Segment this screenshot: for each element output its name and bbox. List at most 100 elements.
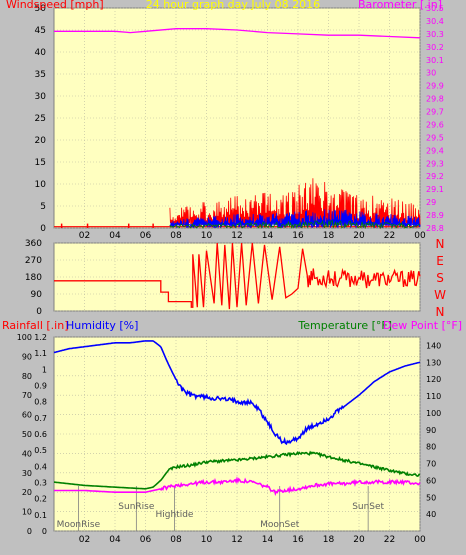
wind-axis-title: Windspeed [mph] xyxy=(6,0,104,11)
temperature-axis-title: Temperature [°F] xyxy=(297,319,392,332)
x-tick-label: 02 xyxy=(79,535,90,545)
rainfall-tick-label: 1.2 xyxy=(34,333,47,342)
temperature-tick-label: 100 xyxy=(426,409,441,418)
rainfall-tick-label: 0.4 xyxy=(34,462,47,471)
x-tick-label: 04 xyxy=(109,535,121,545)
barometer-line xyxy=(54,28,421,39)
temperature-line xyxy=(53,450,421,490)
rainfall-tick-label: 0.7 xyxy=(34,414,47,423)
event-marker-label: SunSet xyxy=(352,502,384,512)
x-tick-label: 18 xyxy=(323,231,335,241)
compass-label: N xyxy=(436,237,445,251)
barometer-tick-label: 28.9 xyxy=(426,211,444,220)
humidity-tick-label: 0 xyxy=(27,527,32,536)
barometer-tick-label: 29.6 xyxy=(426,120,444,129)
dewpoint-axis-title: Dew Point [°F] xyxy=(383,319,462,332)
barometer-tick-label: 30.1 xyxy=(426,56,444,65)
humidity-tick-label: 90 xyxy=(22,352,32,361)
wind-lull-line xyxy=(169,219,421,230)
barometer-tick-label: 30 xyxy=(426,69,436,78)
direction-tick-label: 360 xyxy=(25,239,42,249)
humidity-line xyxy=(53,340,421,446)
wind-average-line xyxy=(169,209,421,229)
barometer-tick-label: 28.8 xyxy=(426,224,444,233)
barometer-tick-label: 29.1 xyxy=(426,185,444,194)
humidity-tick-label: 30 xyxy=(22,469,32,478)
event-marker-label: MoonSet xyxy=(260,520,300,530)
wind-tick-label: 25 xyxy=(35,114,46,124)
wind-tick-label: 5 xyxy=(40,202,46,212)
x-tick-label: 16 xyxy=(292,231,304,241)
chart-title: 24 hour graph day July 08 2016 xyxy=(146,0,320,11)
wind-tick-label: 35 xyxy=(35,70,46,80)
x-tick-label: 00 xyxy=(414,231,426,241)
barometer-tick-label: 29.5 xyxy=(426,133,444,142)
compass-label: N xyxy=(436,305,445,319)
barometer-tick-label: 29.8 xyxy=(426,95,444,104)
x-tick-label: 14 xyxy=(262,535,274,545)
barometer-tick-label: 29.4 xyxy=(426,146,444,155)
event-marker-label: Hightide xyxy=(155,510,193,520)
barometer-tick-label: 30.3 xyxy=(426,30,444,39)
rainfall-tick-label: 0.2 xyxy=(34,495,47,504)
barometer-tick-label: 30.5 xyxy=(426,4,444,13)
x-tick-label: 02 xyxy=(79,231,90,241)
temperature-tick-label: 90 xyxy=(426,426,436,435)
x-tick-label: 10 xyxy=(201,535,213,545)
x-tick-label: 10 xyxy=(201,231,213,241)
wind-barometer-panel: 0 5 10 15 20 25 30 35 40 45 50 28.8 28.9 29 29.1 29.2 29… xyxy=(6,0,444,241)
barometer-axis-title: Barometer [.in] xyxy=(358,0,442,11)
barometer-tick-label: 29.9 xyxy=(426,82,444,91)
humidity-tick-label: 50 xyxy=(22,430,32,439)
x-tick-label: 20 xyxy=(353,231,365,241)
humidity-axis-title: Humidity [%] xyxy=(66,319,138,332)
humidity-tick-label: 60 xyxy=(22,411,32,420)
x-tick-label: 08 xyxy=(170,535,182,545)
temperature-tick-label: 140 xyxy=(426,341,441,350)
barometer-tick-label: 30.4 xyxy=(426,17,444,26)
temperature-tick-label: 60 xyxy=(426,476,436,485)
humidity-tick-label: 70 xyxy=(22,391,32,400)
event-marker-label: MoonRise xyxy=(57,520,101,530)
barometer-tick-label: 29.2 xyxy=(426,172,444,181)
wind-tick-label: 10 xyxy=(35,180,47,190)
x-tick-label: 16 xyxy=(292,535,304,545)
x-tick-label: 20 xyxy=(353,535,365,545)
compass-label: E xyxy=(436,254,444,268)
wind-tick-label: 50 xyxy=(35,4,47,14)
rainfall-tick-label: 0.9 xyxy=(34,382,47,391)
wind-direction-panel: 0 N 90 W 180 S 270 E 360 N xyxy=(25,237,446,319)
x-tick-label: 06 xyxy=(140,535,152,545)
wind-tick-label: 30 xyxy=(35,92,47,102)
barometer-tick-label: 29.7 xyxy=(426,108,444,117)
x-tick-label: 12 xyxy=(231,231,242,241)
wind-tick-label: 0 xyxy=(40,224,46,234)
compass-label: S xyxy=(436,271,444,285)
x-tick-label: 06 xyxy=(140,231,152,241)
temperature-tick-label: 130 xyxy=(426,358,441,367)
barometer-tick-label: 29.3 xyxy=(426,159,444,168)
temperature-tick-label: 110 xyxy=(426,392,441,401)
x-tick-label: 04 xyxy=(109,231,121,241)
compass-label: W xyxy=(434,288,446,302)
rainfall-tick-label: 0.8 xyxy=(34,398,47,407)
temperature-tick-label: 80 xyxy=(426,443,436,452)
x-tick-label: 08 xyxy=(170,231,182,241)
direction-tick-label: 180 xyxy=(25,273,42,283)
barometer-tick-label: 30.2 xyxy=(426,43,444,52)
rainfall-tick-label: 0.1 xyxy=(34,511,47,520)
wind-tick-label: 20 xyxy=(35,136,47,146)
rainfall-tick-label: 1.1 xyxy=(34,349,47,358)
rainfall-tick-label: 1 xyxy=(42,365,47,374)
x-tick-label: 22 xyxy=(384,535,395,545)
x-tick-label: 18 xyxy=(323,535,335,545)
humidity-tick-label: 100 xyxy=(17,333,32,342)
x-tick-label: 00 xyxy=(414,535,426,545)
wind-direction-line xyxy=(54,242,421,310)
temperature-tick-label: 50 xyxy=(426,493,436,502)
wind-tick-label: 45 xyxy=(35,26,46,36)
rainfall-tick-label: 0.6 xyxy=(34,430,47,439)
